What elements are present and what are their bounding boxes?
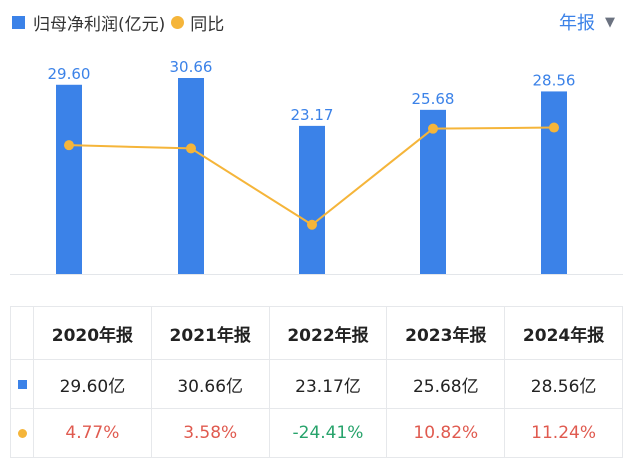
bar-2021年报 — [178, 78, 204, 274]
bar-value-label: 29.60 — [48, 65, 91, 83]
table-cell-profit: 25.68亿 — [386, 359, 506, 409]
chevron-down-icon: ▼ — [605, 14, 615, 30]
yoy-point-2022年报 — [307, 219, 317, 230]
table-header-cell: 2023年报 — [386, 306, 506, 360]
table-header-cell: 2022年报 — [268, 306, 388, 360]
line-series-label: 同比 — [190, 14, 225, 35]
line-series-marker — [17, 429, 27, 438]
table-cell-profit: 29.60亿 — [33, 359, 152, 409]
bar-value-label: 25.68 — [412, 90, 455, 108]
table-row-marker — [10, 359, 34, 409]
table-cell-profit: 23.17亿 — [268, 359, 388, 409]
yoy-point-2023年报 — [428, 123, 438, 134]
table-cell-profit: 28.56亿 — [504, 359, 623, 409]
period-selector-label: 年报 — [559, 13, 595, 34]
bar-2023年报 — [420, 109, 446, 274]
bar-series-marker — [17, 380, 27, 389]
table-header-cell: 2021年报 — [150, 306, 270, 360]
table-row-profit: 29.60亿 30.66亿 23.17亿 25.68亿 28.56亿 — [10, 359, 623, 409]
table-cell-yoy: 4.77% — [33, 408, 152, 458]
yoy-point-2024年报 — [549, 122, 559, 133]
yoy-point-2020年报 — [64, 140, 74, 151]
table-row-marker — [10, 408, 34, 458]
table-header-cell: 2020年报 — [33, 306, 152, 360]
table-header-cell: 2024年报 — [504, 306, 623, 360]
data-table: 2020年报 2021年报 2022年报 2023年报 2024年报 29.60… — [10, 306, 623, 458]
table-cell-profit: 30.66亿 — [150, 359, 270, 409]
bar-value-label: 23.17 — [291, 106, 334, 124]
line-series-marker — [171, 15, 185, 29]
profit-chart: 29.60 30.66 23.17 25.68 28.56 — [10, 58, 623, 275]
bar-2022年报 — [299, 125, 325, 274]
table-cell-yoy: -24.41% — [268, 408, 388, 458]
bar-value-label: 28.56 — [533, 71, 576, 89]
bar-value-label: 30.66 — [170, 58, 213, 76]
bar-series-marker — [12, 15, 25, 29]
chart-legend: 归母净利润(亿元) 同比 — [12, 8, 224, 36]
table-cell-yoy: 3.58% — [150, 408, 270, 458]
table-cell-yoy: 11.24% — [504, 408, 623, 458]
table-corner-cell — [10, 306, 34, 360]
table-cell-yoy: 10.82% — [386, 408, 506, 458]
table-row-yoy: 4.77% 3.58% -24.41% 10.82% 11.24% — [10, 408, 623, 458]
bar-2024年报 — [541, 91, 567, 274]
bar-2020年报 — [56, 84, 82, 274]
period-selector[interactable]: 年报 ▼ — [559, 8, 615, 36]
yoy-point-2021年报 — [186, 143, 196, 154]
bar-series-label: 归母净利润(亿元) — [33, 14, 166, 35]
table-header-row: 2020年报 2021年报 2022年报 2023年报 2024年报 — [10, 306, 623, 360]
